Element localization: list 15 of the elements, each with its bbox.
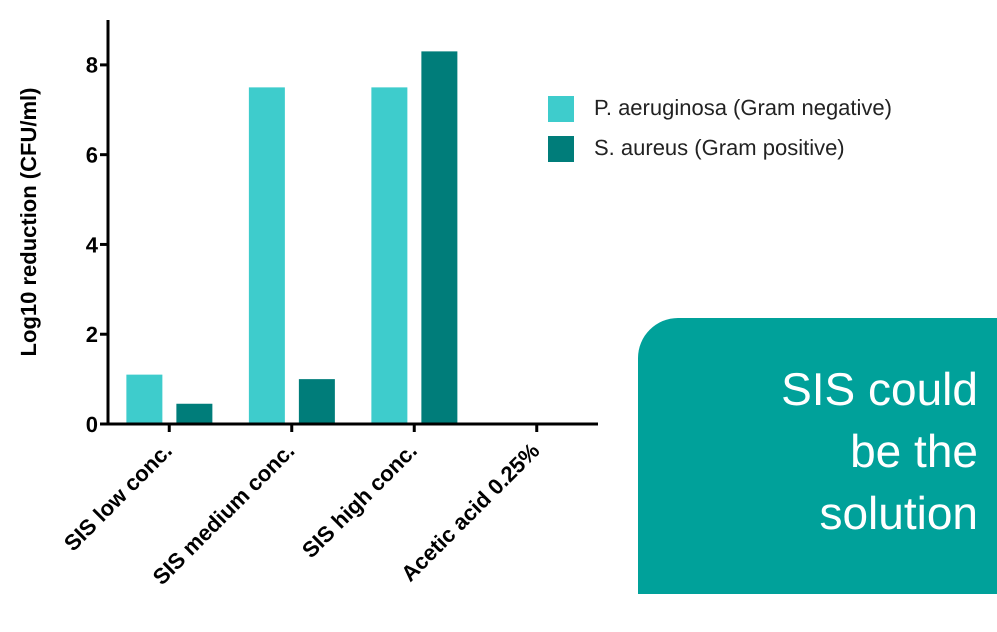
bar <box>126 374 162 424</box>
y-axis-title: Log10 reduction (CFU/ml) <box>16 88 41 356</box>
bar <box>421 51 458 424</box>
y-tick-label: 6 <box>86 142 98 168</box>
legend-label: S. aureus (Gram positive) <box>594 135 845 160</box>
bar <box>371 87 408 424</box>
y-tick-label: 8 <box>86 52 98 78</box>
bar <box>248 87 285 424</box>
text: SIS could be the solution <box>638 318 997 594</box>
bar <box>176 404 212 424</box>
legend-label: P. aeruginosa (Gram negative) <box>594 95 892 120</box>
bar <box>298 379 335 424</box>
y-tick-label: 4 <box>86 232 99 258</box>
y-tick-label: 2 <box>86 322 98 348</box>
y-tick-label: 0 <box>86 412 98 437</box>
